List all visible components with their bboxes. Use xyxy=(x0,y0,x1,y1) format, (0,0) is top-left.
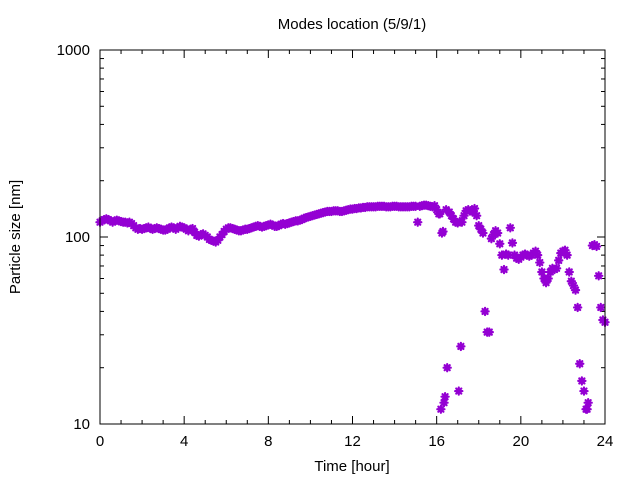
data-point xyxy=(486,233,497,244)
data-point xyxy=(543,273,553,284)
y-tick-label: 100 xyxy=(65,229,90,246)
data-point xyxy=(413,217,423,227)
data-point xyxy=(497,250,507,260)
data-point xyxy=(551,263,562,274)
data-point xyxy=(593,271,604,281)
data-point xyxy=(440,391,450,402)
data-point xyxy=(572,302,583,313)
data-point xyxy=(438,226,448,237)
data-point xyxy=(454,386,464,396)
x-tick-label: 8 xyxy=(264,433,272,450)
data-point xyxy=(442,363,452,373)
data-point xyxy=(436,404,446,414)
y-tick-label: 10 xyxy=(73,416,90,433)
data-point xyxy=(564,267,574,277)
data-point xyxy=(530,246,541,256)
data-point xyxy=(560,245,570,255)
data-point xyxy=(456,341,466,352)
data-point xyxy=(480,306,490,317)
data-point xyxy=(541,277,551,288)
data-point xyxy=(435,209,445,219)
data-point xyxy=(575,359,585,369)
data-point xyxy=(478,228,488,238)
x-tick-label: 12 xyxy=(344,433,361,450)
data-point xyxy=(484,327,494,337)
data-point xyxy=(568,280,579,291)
data-point xyxy=(499,264,509,275)
y-axis-label: Particle size [nm] xyxy=(7,180,24,294)
data-point xyxy=(582,404,592,414)
data-point xyxy=(503,250,513,260)
data-point xyxy=(439,397,449,408)
data-point xyxy=(492,228,503,238)
y-tick-label: 1000 xyxy=(57,42,90,59)
data-point xyxy=(579,386,589,396)
plot-frame xyxy=(99,49,606,425)
x-tick-label: 20 xyxy=(512,433,529,450)
data-point xyxy=(507,238,518,248)
data-point xyxy=(596,302,606,313)
data-point xyxy=(577,376,587,386)
data-point xyxy=(459,210,469,221)
data-point xyxy=(537,267,547,277)
data-point xyxy=(471,210,482,221)
x-tick-label: 0 xyxy=(96,433,104,450)
data-point xyxy=(532,250,543,260)
data-point xyxy=(583,397,593,408)
data-point xyxy=(545,267,555,277)
data-point xyxy=(570,285,581,295)
data-point xyxy=(535,257,545,268)
data-point xyxy=(566,276,577,286)
data-point xyxy=(431,204,442,215)
data-point xyxy=(591,241,602,252)
data-point xyxy=(469,203,480,214)
chart-title: Modes location (5/9/1) xyxy=(278,16,426,33)
data-point xyxy=(429,201,440,211)
data-point xyxy=(474,220,484,231)
x-tick-label: 24 xyxy=(597,433,614,450)
data-points xyxy=(95,200,610,414)
data-point xyxy=(457,217,467,227)
data-point xyxy=(562,250,572,260)
data-point xyxy=(476,224,486,234)
data-point xyxy=(488,229,499,240)
x-tick-label: 4 xyxy=(180,433,188,450)
data-point xyxy=(554,255,564,266)
data-point xyxy=(444,207,454,217)
x-axis-label: Time [hour] xyxy=(314,458,389,475)
data-point xyxy=(505,223,516,233)
data-point xyxy=(495,239,505,249)
x-tick-label: 16 xyxy=(428,433,445,450)
axis-ticks: 0 4 8 12 16 20 24 10 100 1000 xyxy=(57,42,614,450)
data-point xyxy=(187,223,198,234)
